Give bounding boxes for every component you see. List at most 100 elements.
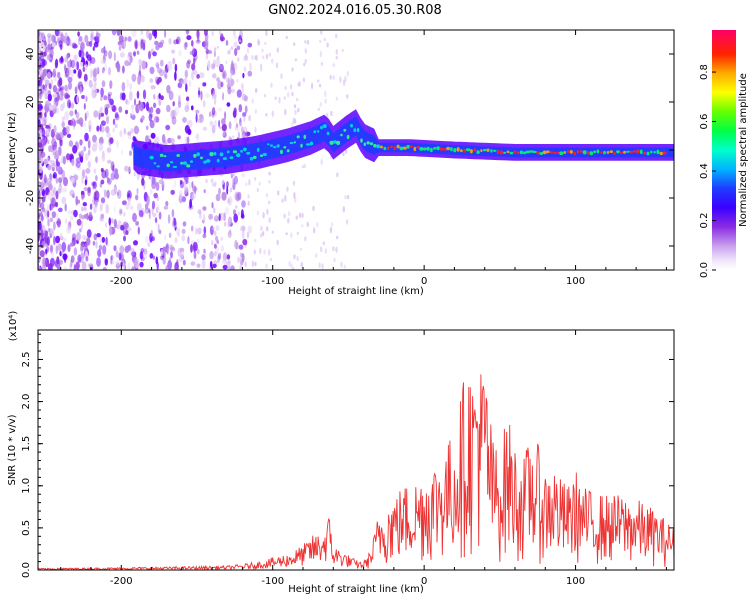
spectrogram-noise-cell: [112, 164, 115, 173]
spectrogram-hotspot: [273, 146, 277, 149]
spectrogram-noise-cell: [297, 107, 300, 113]
spectrogram-noise-cell: [229, 187, 233, 193]
spectrogram-noise-cell: [45, 87, 48, 95]
spectrogram-hotspot: [609, 150, 613, 154]
spectrogram-noise-cell: [138, 210, 144, 218]
spectrogram-noise-cell: [151, 180, 157, 190]
spectrogram-noise-cell: [76, 95, 79, 104]
spectrogram-noise-cell: [295, 215, 298, 220]
spectrogram-noise-cell: [230, 173, 234, 179]
spectrogram-hotspot: [270, 144, 273, 147]
spectrogram-hotspot: [536, 151, 540, 155]
spectrogram-noise-cell: [62, 101, 65, 109]
spectrogram-noise-cell: [70, 59, 76, 69]
colorbar-tick-label: 0.6: [699, 114, 710, 130]
spectrogram-noise-cell: [200, 90, 203, 101]
spectrogram-hotspot: [613, 152, 616, 155]
spectrogram-noise-cell: [132, 212, 137, 223]
spectrogram-noise-cell: [38, 119, 41, 126]
spectrogram-hotspot: [499, 150, 504, 155]
spectrogram-hotspot: [573, 151, 576, 156]
spectrogram-hotspot: [653, 151, 656, 154]
spectrogram-noise-cell: [54, 59, 58, 69]
spectrogram-noise-cell: [215, 58, 221, 68]
spectrogram-noise-cell: [136, 187, 139, 195]
spectrogram-noise-cell: [38, 68, 41, 76]
spectrogram-noise-cell: [315, 253, 318, 258]
spectrogram-noise-cell: [64, 92, 69, 100]
spectrogram-noise-cell: [261, 231, 265, 237]
spectrogram-noise-cell: [177, 82, 183, 89]
spectrogram-noise-cell: [261, 55, 265, 60]
spectrogram-noise-cell: [203, 213, 206, 224]
spectrogram-noise-cell: [140, 39, 144, 49]
spectrogram-noise-cell: [57, 71, 61, 79]
spectrogram-noise-cell: [223, 212, 226, 222]
spectrogram-noise-cell: [76, 119, 81, 124]
spectrogram-noise-cell: [63, 177, 68, 187]
spectrogram-noise-cell: [113, 184, 117, 195]
spectrogram-noise-cell: [127, 51, 133, 58]
spectrogram-x-tick-label: 100: [566, 276, 585, 287]
spectrogram-noise-cell: [193, 251, 197, 259]
spectrogram-noise-cell: [130, 128, 135, 134]
spectrogram-noise-cell: [191, 48, 198, 57]
spectrogram-noise-cell: [102, 266, 107, 270]
spectrogram-noise-cell: [183, 180, 187, 190]
spectrogram-noise-cell: [268, 180, 271, 184]
spectrogram-noise-cell: [245, 182, 248, 187]
spectrogram-noise-cell: [41, 240, 46, 248]
spectrogram-hotspot: [363, 142, 367, 146]
spectrogram-noise-cell: [67, 99, 71, 109]
spectrogram-noise-cell: [345, 219, 349, 225]
spectrogram-noise-cell: [288, 260, 291, 267]
spectrogram-noise-cell: [257, 38, 260, 46]
spectrogram-noise-cell: [46, 33, 52, 38]
spectrogram-hotspot: [236, 153, 241, 158]
spectrogram-hotspot: [439, 147, 444, 151]
spectrogram-hotspot: [406, 144, 410, 149]
spectrogram-noise-cell: [317, 107, 320, 111]
spectrogram-noise-cell: [276, 239, 279, 246]
spectrogram-noise-cell: [53, 125, 57, 133]
spectrogram-noise-cell: [221, 180, 225, 185]
spectrogram-noise-cell: [57, 188, 62, 194]
spectrogram-noise-cell: [81, 194, 84, 201]
spectrogram-noise-cell: [149, 106, 154, 114]
spectrogram-noise-cell: [47, 227, 51, 232]
spectrogram-hotspot: [246, 151, 251, 155]
spectrogram-noise-cell: [86, 54, 92, 61]
spectrogram-noise-cell: [83, 207, 87, 211]
spectrogram-noise-cell: [320, 246, 323, 253]
spectrogram-noise-cell: [254, 109, 257, 114]
spectrogram-noise-cell: [132, 258, 138, 266]
spectrogram-noise-cell: [49, 244, 54, 252]
spectrogram-noise-cell: [235, 193, 240, 202]
spectrogram-noise-cell: [38, 103, 43, 112]
spectrogram-hotspot: [283, 146, 287, 149]
spectrogram-noise-cell: [188, 80, 192, 87]
spectrogram-noise-cell: [52, 186, 57, 195]
spectrogram-noise-cell: [224, 221, 227, 227]
spectrogram-noise-cell: [304, 40, 307, 44]
spectrogram-hotspot: [463, 148, 467, 153]
spectrogram-noise-cell: [85, 64, 88, 71]
spectrogram-noise-cell: [96, 257, 101, 267]
spectrogram-noise-cell: [77, 41, 81, 46]
spectrogram-noise-cell: [199, 113, 204, 119]
spectrogram-noise-cell: [217, 107, 223, 112]
spectrogram-noise-cell: [171, 109, 177, 120]
snr-y-tick-label: 2.5: [21, 352, 32, 368]
spectrogram-noise-cell: [179, 179, 183, 185]
spectrogram-noise-cell: [227, 198, 230, 204]
spectrogram-noise-cell: [218, 213, 221, 222]
spectrogram-hotspot: [196, 152, 200, 157]
spectrogram-hotspot: [383, 146, 387, 151]
spectrogram-noise-cell: [103, 95, 108, 101]
spectrogram-noise-cell: [155, 61, 160, 68]
spectrogram-noise-cell: [332, 62, 335, 68]
snr-y-tick-label: 2.0: [21, 394, 32, 410]
spectrogram-noise-cell: [95, 175, 98, 182]
spectrogram-noise-cell: [226, 181, 229, 188]
spectrogram-noise-cell: [129, 82, 133, 91]
